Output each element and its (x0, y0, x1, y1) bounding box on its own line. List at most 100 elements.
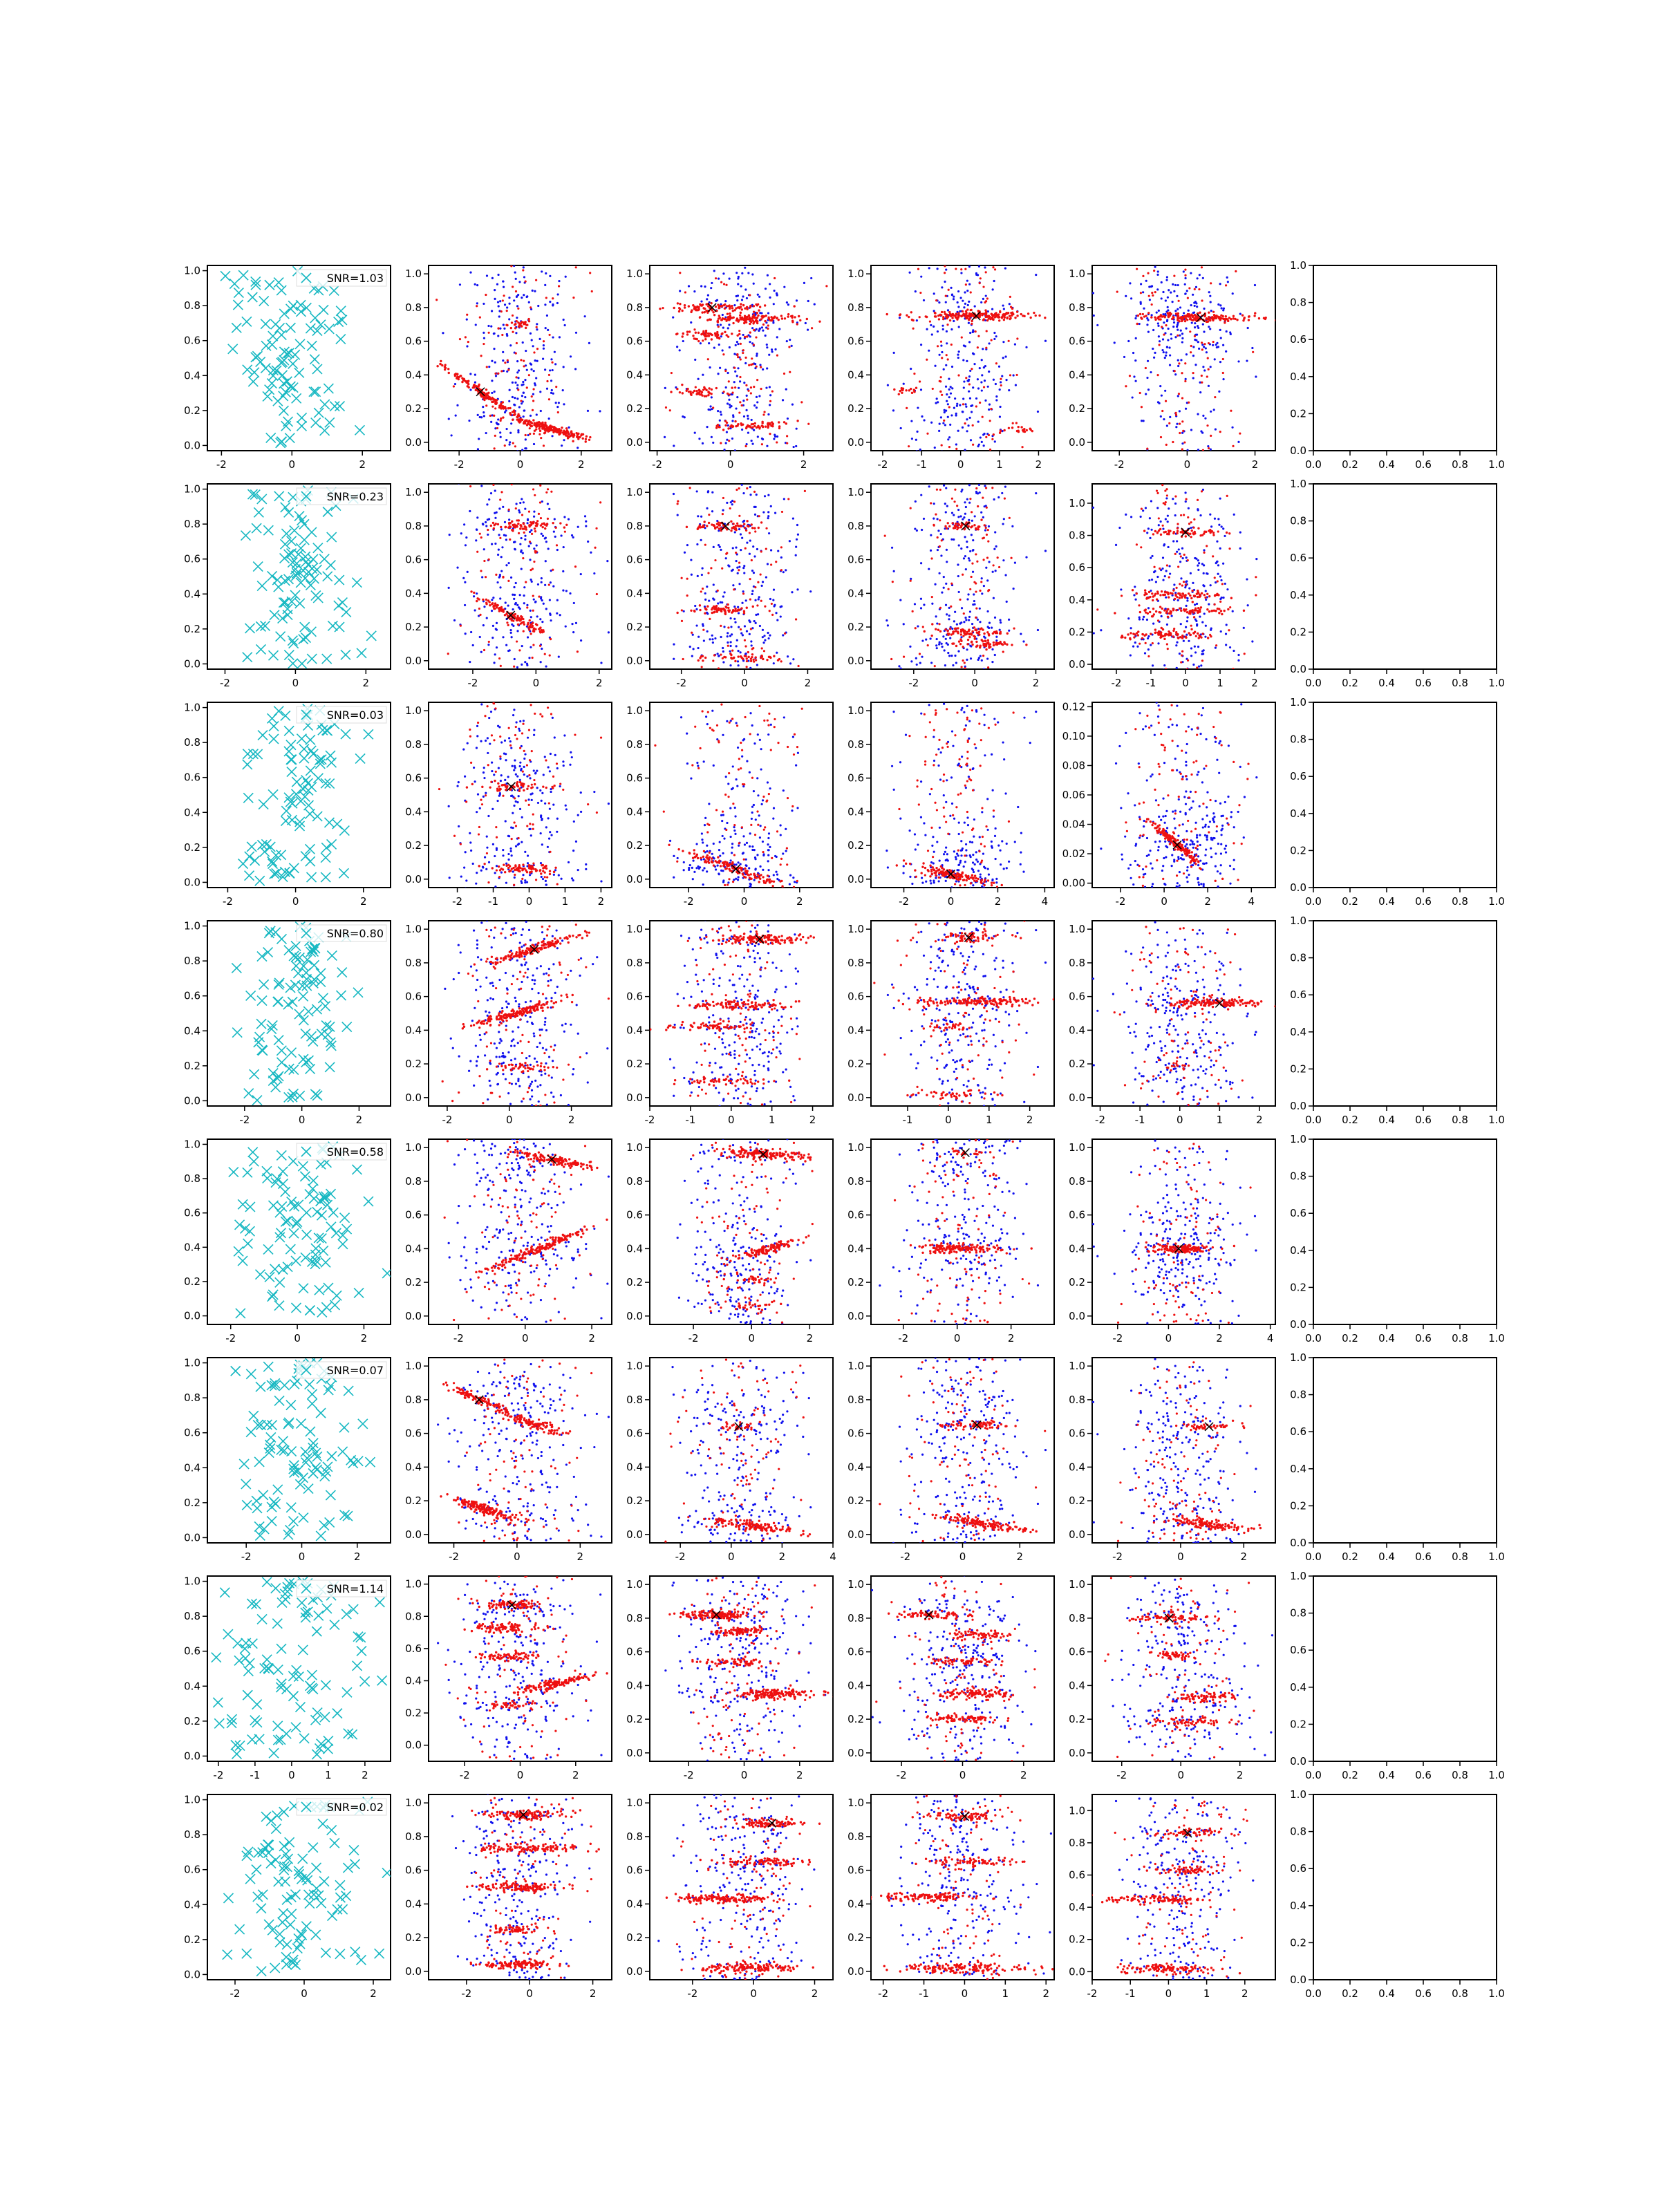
blue-point (995, 399, 998, 402)
blue-point (737, 606, 740, 608)
red-point (1156, 374, 1159, 377)
blue-point (741, 601, 744, 604)
blue-point (772, 303, 775, 306)
blue-point (1005, 600, 1008, 603)
red-point (710, 567, 713, 570)
cluster-point (554, 526, 557, 529)
blue-point (727, 327, 729, 330)
blue-point (740, 285, 742, 288)
blue-point (547, 418, 550, 420)
red-point (676, 503, 679, 505)
cluster-point (491, 396, 494, 400)
x-tick-label: -1 (1146, 677, 1156, 689)
cluster-point (758, 309, 760, 312)
red-point (1138, 642, 1141, 645)
blue-point (464, 544, 467, 547)
cluster-point (1155, 598, 1159, 601)
blue-point (1185, 604, 1188, 608)
blue-point (1157, 335, 1160, 338)
y-tick-label: 0.4 (847, 368, 864, 381)
blue-point (697, 635, 700, 638)
blue-point (702, 373, 704, 376)
blue-point (558, 279, 561, 283)
cluster-point (1038, 314, 1041, 317)
red-point (977, 505, 980, 508)
blue-point (955, 443, 957, 446)
cluster-point (753, 422, 756, 425)
blue-point (1175, 426, 1178, 429)
blue-point (494, 361, 496, 364)
red-point (515, 341, 518, 345)
cyan-x-marker (308, 573, 320, 584)
blue-point (521, 449, 524, 451)
blue-point (767, 511, 770, 514)
red-point (540, 437, 543, 440)
blue-point (770, 348, 774, 351)
blue-point (1139, 515, 1142, 518)
blue-point (747, 417, 749, 420)
blue-point (749, 494, 752, 496)
red-point (731, 391, 734, 394)
blue-point (749, 621, 751, 624)
blue-point (1139, 302, 1142, 305)
cluster-point (735, 319, 738, 322)
cyan-x-marker (319, 399, 330, 410)
blue-point (976, 492, 980, 495)
cluster-point (694, 308, 697, 311)
blue-point (767, 517, 769, 520)
cluster-point (946, 632, 950, 635)
blue-point (724, 442, 727, 444)
cluster-point (701, 394, 704, 397)
blue-point (733, 531, 736, 534)
red-point (976, 560, 979, 563)
blue-point (1190, 303, 1192, 307)
blue-point (482, 548, 485, 551)
blue-point (532, 345, 534, 348)
blue-point (548, 599, 551, 601)
blue-point (718, 529, 720, 532)
cyan-x-marker (293, 549, 304, 560)
blue-point (909, 645, 912, 648)
centroid-marker (721, 521, 731, 531)
blue-point (547, 328, 550, 331)
blue-point (950, 328, 953, 331)
cluster-point (742, 303, 745, 307)
y-tick-label: 0.8 (405, 301, 422, 314)
blue-point (977, 484, 981, 486)
blue-point (1222, 309, 1225, 312)
blue-point (548, 507, 551, 510)
cyan-x-marker (305, 323, 316, 334)
blue-point (492, 597, 495, 599)
blue-point (675, 386, 677, 389)
cluster-point (499, 607, 503, 610)
blue-point (968, 300, 971, 303)
blue-point (795, 299, 798, 302)
cluster-point (461, 377, 464, 379)
blue-point (928, 485, 930, 488)
blue-point (1160, 297, 1163, 300)
cluster-point (507, 406, 510, 410)
red-point (1187, 516, 1190, 519)
y-tick-label: 1.0 (184, 483, 200, 496)
blue-point (567, 518, 570, 521)
cyan-x-marker (251, 523, 262, 534)
red-point (1177, 393, 1181, 395)
cluster-point (1015, 310, 1019, 313)
blue-point (813, 303, 816, 306)
blue-point (1152, 356, 1156, 359)
red-point (478, 607, 481, 610)
cluster-point (718, 315, 721, 317)
blue-point (765, 343, 768, 346)
cyan-x-marker (299, 518, 310, 529)
cyan-x-marker (278, 597, 289, 608)
blue-point (1187, 309, 1190, 312)
cluster-point (1236, 319, 1239, 321)
blue-point (1129, 282, 1132, 285)
blue-point (1183, 283, 1186, 285)
blue-point (508, 400, 511, 402)
blue-point (908, 271, 911, 274)
blue-point (547, 547, 550, 550)
blue-point (1204, 417, 1207, 420)
cyan-x-marker (287, 557, 298, 568)
